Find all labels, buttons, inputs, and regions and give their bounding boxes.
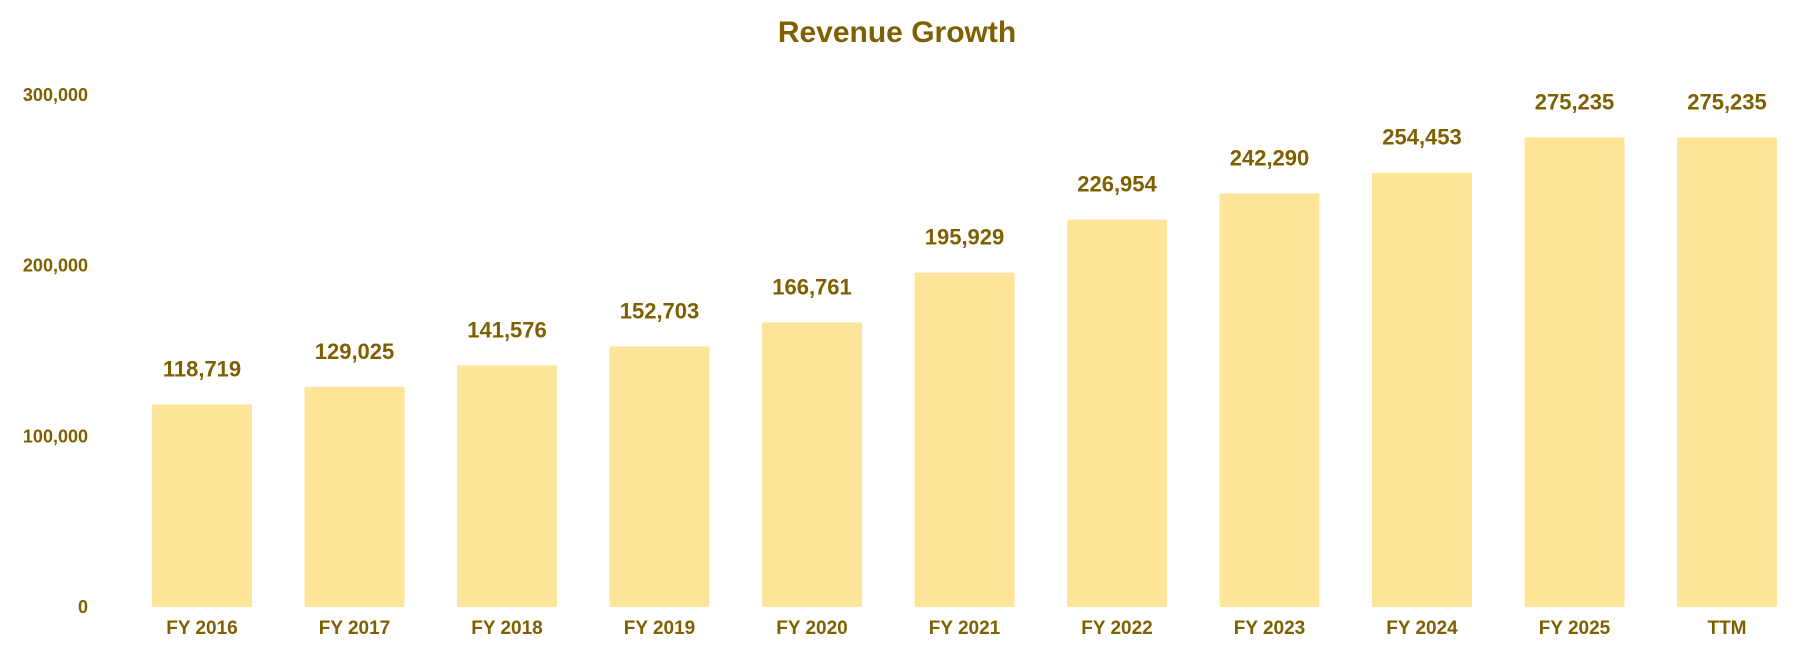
data-label: 195,929 (925, 225, 1005, 250)
data-label: 141,576 (467, 317, 547, 342)
bar (304, 386, 405, 607)
x-tick-label: FY 2022 (1081, 618, 1152, 639)
y-tick-label: 100,000 (23, 426, 88, 446)
bar (1372, 172, 1472, 607)
bar-series (152, 137, 1777, 608)
data-label: 226,954 (1077, 172, 1157, 197)
x-tick-label: FY 2021 (929, 618, 1001, 639)
data-label: 152,703 (620, 298, 700, 323)
bar (1067, 219, 1167, 608)
data-labels: 118,719 129,025 141,576 152,703 166,761 195,9… (163, 89, 1767, 381)
x-tick-label: FY 2025 (1539, 618, 1611, 639)
data-label: 254,453 (1382, 125, 1462, 150)
bar (1219, 193, 1320, 607)
data-label: 242,290 (1230, 145, 1310, 170)
x-tick-label: FY 2019 (624, 618, 695, 639)
bar (609, 346, 710, 607)
chart-title: Revenue Growth (777, 16, 1017, 49)
bar (152, 404, 252, 607)
y-tick-label: 0 (78, 597, 88, 617)
bar (1524, 137, 1625, 607)
x-tick-label: FY 2020 (776, 618, 847, 639)
x-tick-label: FY 2017 (319, 618, 390, 639)
x-tick-label: FY 2016 (166, 618, 237, 639)
y-tick-label: 200,000 (23, 256, 88, 276)
y-tick-label: 300,000 (23, 85, 88, 105)
x-tick-label: FY 2024 (1386, 618, 1458, 639)
bar (914, 272, 1015, 607)
data-label: 166,761 (772, 274, 852, 299)
x-tick-label: FY 2018 (471, 618, 542, 639)
y-axis: 0 100,000 200,000 300,000 (23, 85, 88, 617)
bar (457, 365, 557, 607)
x-axis: FY 2016 FY 2017 FY 2018 FY 2019 FY 2020 FY 20… (166, 618, 1746, 639)
x-tick-label: FY 2023 (1234, 618, 1305, 639)
data-label: 275,235 (1687, 89, 1767, 114)
data-label: 275,235 (1535, 89, 1615, 114)
bar (1677, 137, 1777, 607)
data-label: 129,025 (315, 339, 395, 364)
data-label: 118,719 (163, 356, 241, 381)
x-tick-label: TTM (1707, 618, 1746, 639)
bar (762, 322, 862, 607)
